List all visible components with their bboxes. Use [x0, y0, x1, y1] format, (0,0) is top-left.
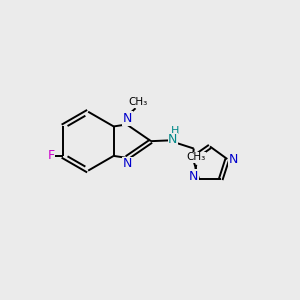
Text: H: H — [171, 126, 180, 136]
Text: CH₃: CH₃ — [187, 152, 206, 162]
Text: N: N — [229, 153, 239, 166]
Text: N: N — [123, 112, 132, 125]
Text: N: N — [168, 133, 178, 146]
Text: N: N — [189, 170, 198, 183]
Text: N: N — [123, 157, 132, 170]
Text: F: F — [47, 149, 55, 162]
Text: CH₃: CH₃ — [129, 98, 148, 107]
